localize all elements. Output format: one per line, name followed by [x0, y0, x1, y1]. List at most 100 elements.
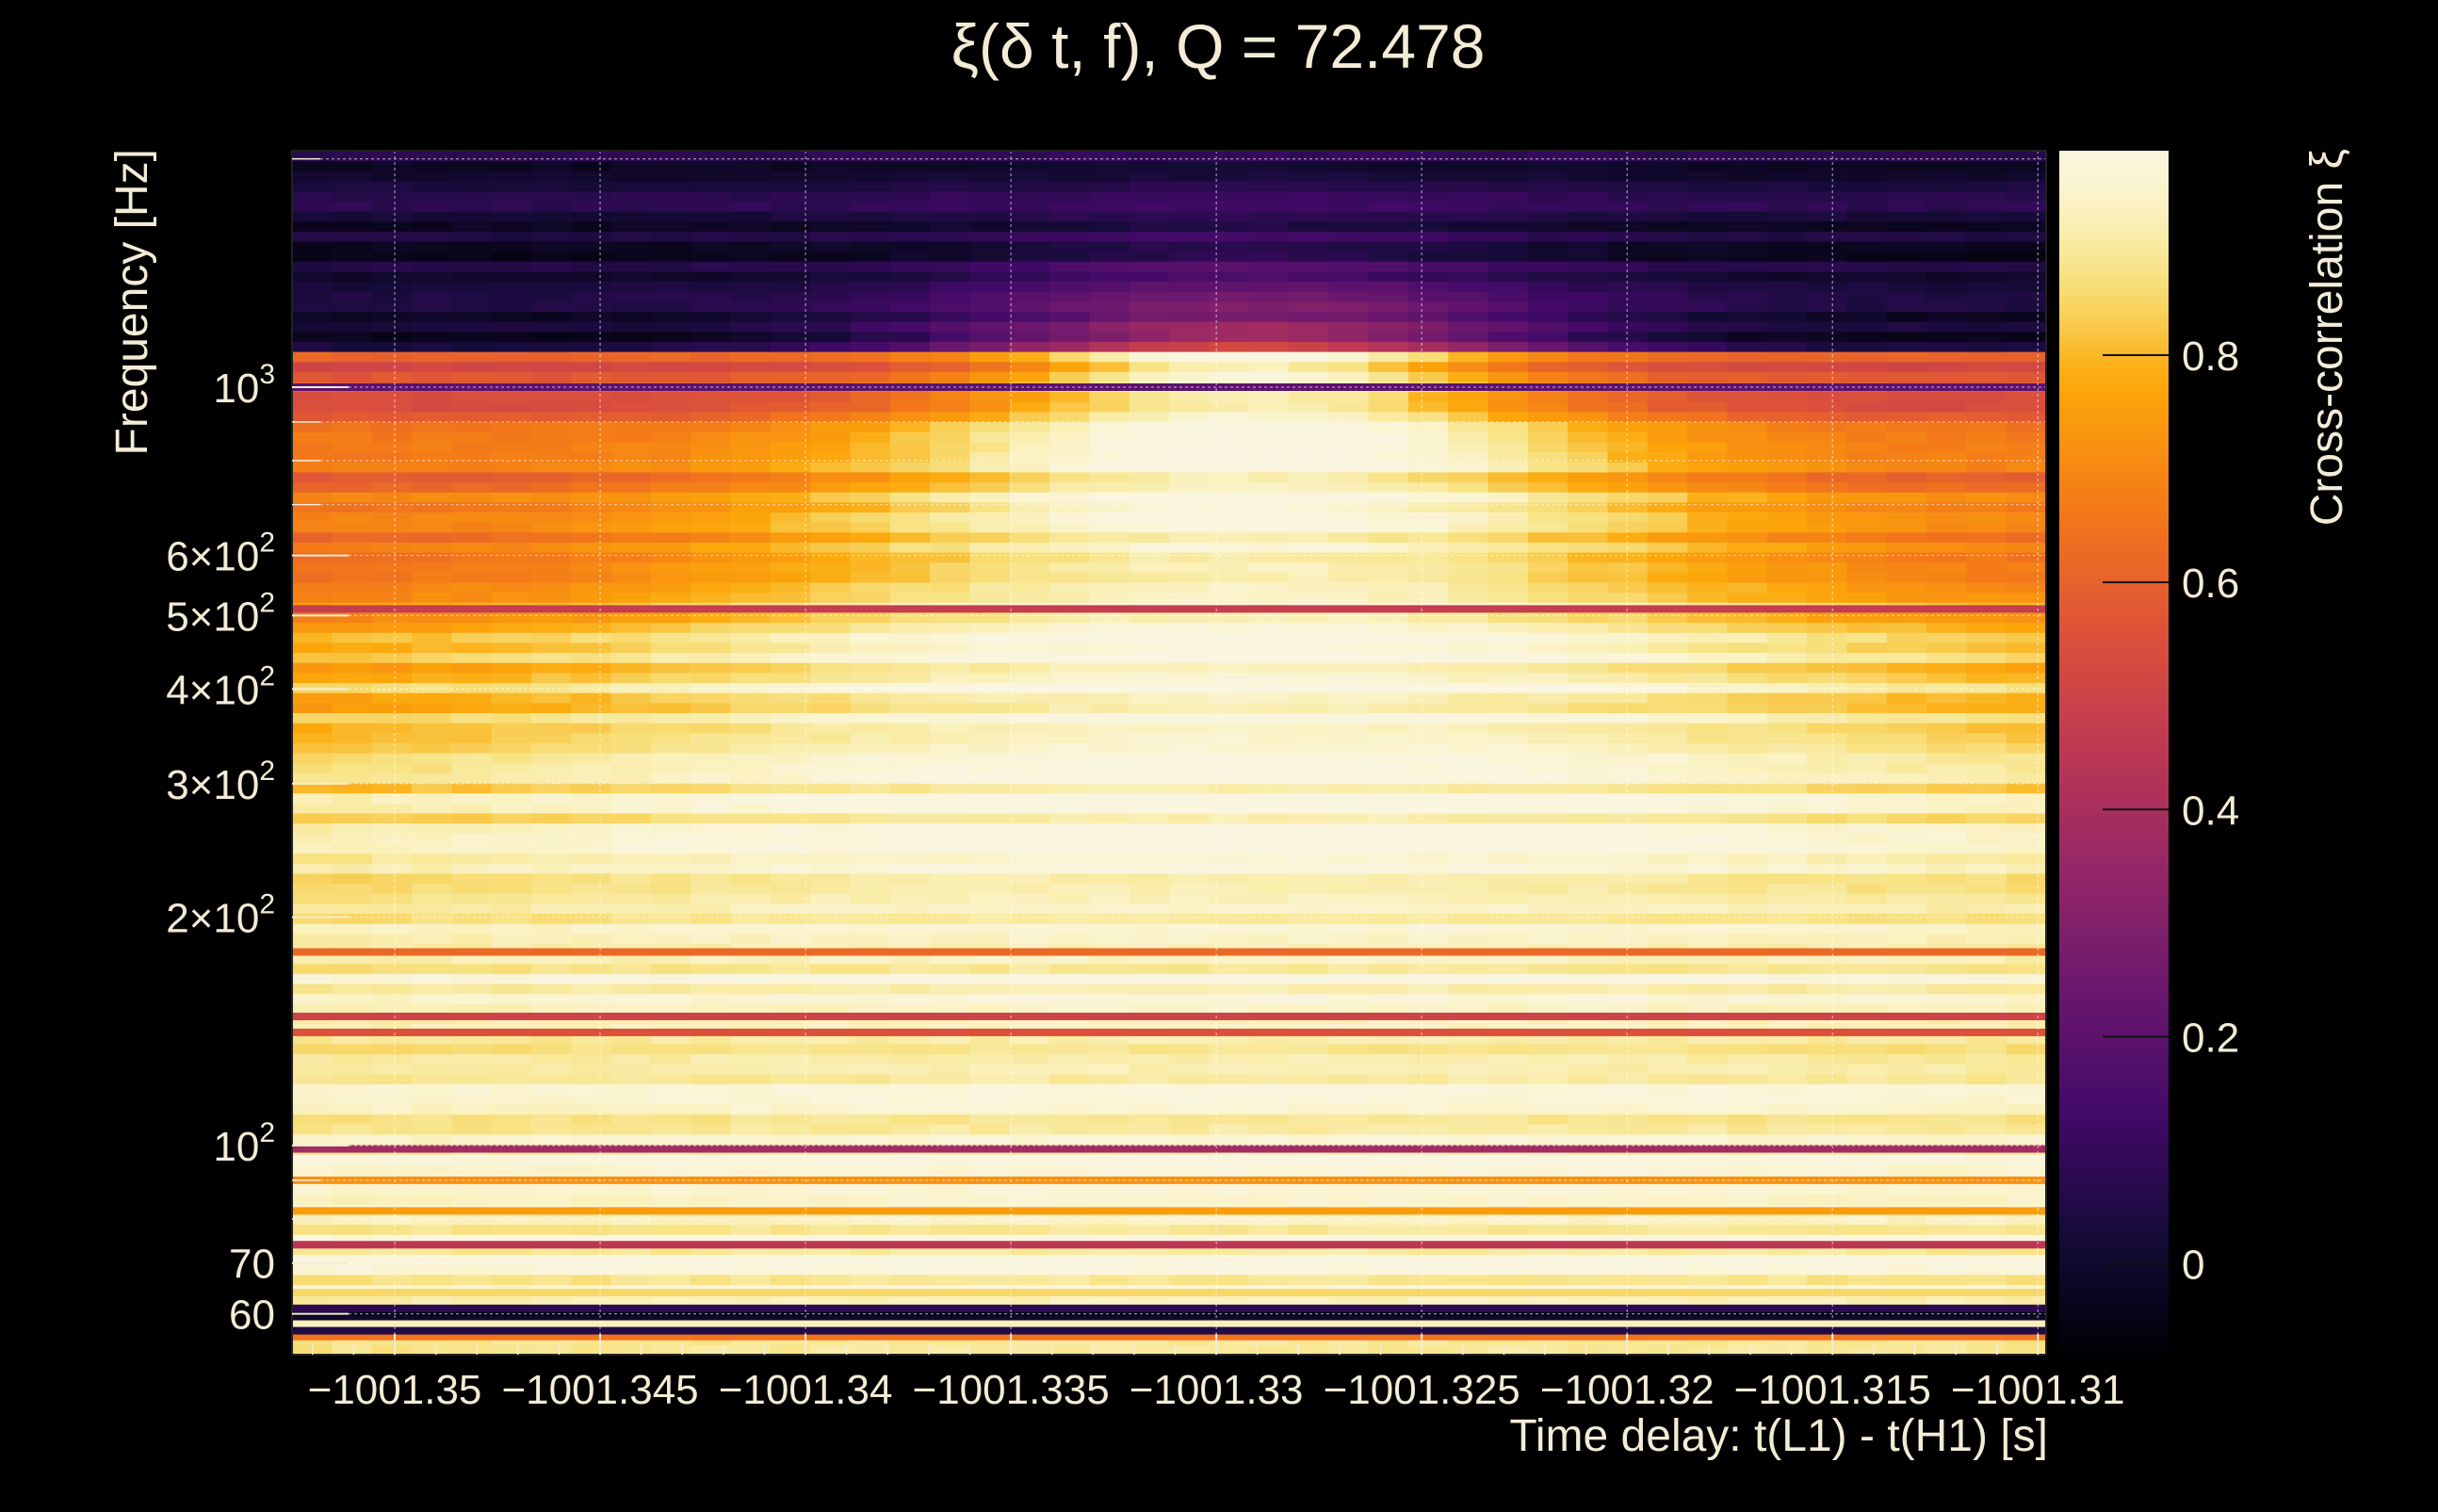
- heatmap-cell: [770, 963, 811, 974]
- heatmap-cell: [1049, 231, 1090, 242]
- heatmap-cell: [1846, 1183, 1888, 1195]
- heatmap-cell: [530, 1094, 572, 1105]
- heatmap-cell: [1886, 902, 1927, 914]
- heatmap-cell: [1487, 542, 1529, 553]
- heatmap-cell: [1926, 291, 1967, 302]
- heatmap-cell: [332, 772, 373, 784]
- heatmap-cell: [1248, 611, 1290, 624]
- heatmap-cell: [610, 451, 652, 463]
- heatmap-cell: [1009, 572, 1050, 583]
- heatmap-cell: [1727, 923, 1768, 935]
- heatmap-cell: [610, 311, 652, 322]
- heatmap-cell: [1328, 471, 1370, 483]
- heatmap-cell: [292, 913, 333, 924]
- heatmap-cell: [1328, 822, 1370, 834]
- heatmap-cell: [1687, 1124, 1729, 1135]
- heatmap-cell: [1169, 321, 1210, 333]
- heatmap-cell: [491, 993, 532, 1004]
- heatmap-cell: [1527, 281, 1568, 292]
- heatmap-cell: [1049, 902, 1090, 914]
- heatmap-cell: [1407, 902, 1449, 914]
- heatmap-cell: [1846, 632, 1888, 643]
- heatmap-cell: [691, 652, 732, 663]
- heatmap-cell: [1288, 431, 1329, 443]
- heatmap-cell: [1129, 1103, 1170, 1114]
- heatmap-cell: [1368, 611, 1409, 624]
- heatmap-cell: [1009, 1194, 1050, 1205]
- heatmap-cell: [1407, 561, 1449, 573]
- heatmap-cell: [1009, 642, 1050, 654]
- heatmap-cell: [691, 833, 732, 844]
- heatmap-cell: [969, 1043, 1011, 1055]
- heatmap-cell: [1407, 963, 1449, 974]
- heatmap-cell: [810, 220, 852, 232]
- heatmap-cell: [1169, 471, 1210, 483]
- heatmap-cell: [332, 983, 373, 995]
- heatmap-cell: [1886, 652, 1927, 663]
- heatmap-cell: [1966, 281, 2007, 292]
- heatmap-cell: [1607, 1114, 1649, 1125]
- heatmap-cell: [1807, 331, 1848, 342]
- heatmap-cell: [850, 642, 891, 654]
- heatmap-cell: [411, 471, 452, 483]
- heatmap-cell: [1807, 1053, 1848, 1065]
- heatmap-cell: [1328, 341, 1370, 352]
- heatmap-cell: [1448, 481, 1489, 493]
- heatmap-cell: [1448, 753, 1489, 764]
- heatmap-cell: [371, 822, 413, 834]
- heatmap-cell: [1807, 1094, 1848, 1105]
- heatmap-cell: [1328, 512, 1370, 523]
- heatmap-cell: [530, 893, 572, 904]
- heatmap-cell: [930, 622, 971, 633]
- heatmap-cell: [810, 281, 852, 292]
- heatmap-cell: [1089, 231, 1130, 242]
- heatmap-cell: [1966, 501, 2007, 512]
- heatmap-cell: [292, 531, 333, 543]
- heatmap-cell: [650, 1264, 691, 1276]
- heatmap-cell: [1368, 261, 1409, 272]
- heatmap-cell: [969, 712, 1011, 723]
- heatmap-cell: [571, 270, 612, 283]
- heatmap-cell: [1886, 331, 1927, 342]
- heatmap-cell: [889, 1254, 931, 1265]
- heatmap-cell: [1527, 1194, 1568, 1205]
- heatmap-cell: [1209, 1274, 1250, 1286]
- heatmap-cell: [1727, 842, 1768, 854]
- heatmap-cell: [332, 842, 373, 854]
- heatmap-cell: [1169, 572, 1210, 583]
- heatmap-cell: [889, 331, 931, 342]
- heatmap-cell: [1647, 561, 1688, 573]
- heatmap-cell: [1647, 351, 1688, 363]
- heatmap-cell: [1009, 953, 1050, 965]
- heatmap-cell: [1407, 993, 1449, 1004]
- heatmap-cell: [1209, 411, 1250, 423]
- heatmap-cell: [1607, 441, 1649, 453]
- heatmap-cell: [451, 210, 493, 222]
- heatmap-cell: [1607, 1183, 1649, 1195]
- heatmap-cell: [1209, 723, 1250, 734]
- heatmap-cell: [1966, 592, 2007, 603]
- heatmap-cell: [850, 853, 891, 864]
- heatmap-cell: [451, 261, 493, 272]
- heatmap-cell: [730, 261, 772, 272]
- heatmap-cell: [1766, 1163, 1808, 1175]
- heatmap-cell: [1368, 632, 1409, 643]
- heatmap-cell: [1407, 321, 1449, 333]
- heatmap-cell: [1487, 883, 1529, 894]
- heatmap-cell: [1448, 1234, 1489, 1245]
- heatmap-cell: [2006, 1064, 2047, 1075]
- heatmap-cell: [1209, 983, 1250, 995]
- heatmap-cell: [730, 902, 772, 914]
- heatmap-cell: [1527, 702, 1568, 713]
- heatmap-cell: [1368, 1254, 1409, 1265]
- heatmap-cell: [930, 251, 971, 262]
- heatmap-cell: [1248, 792, 1290, 804]
- heatmap-cell: [1766, 391, 1808, 402]
- heatmap-cell: [1448, 561, 1489, 573]
- heatmap-cell: [1248, 622, 1290, 633]
- heatmap-cell: [1727, 441, 1768, 453]
- heatmap-cell: [571, 1264, 612, 1276]
- heatmap-cell: [1527, 953, 1568, 965]
- heatmap-cell: [571, 391, 612, 402]
- heatmap-cell: [1727, 1244, 1768, 1256]
